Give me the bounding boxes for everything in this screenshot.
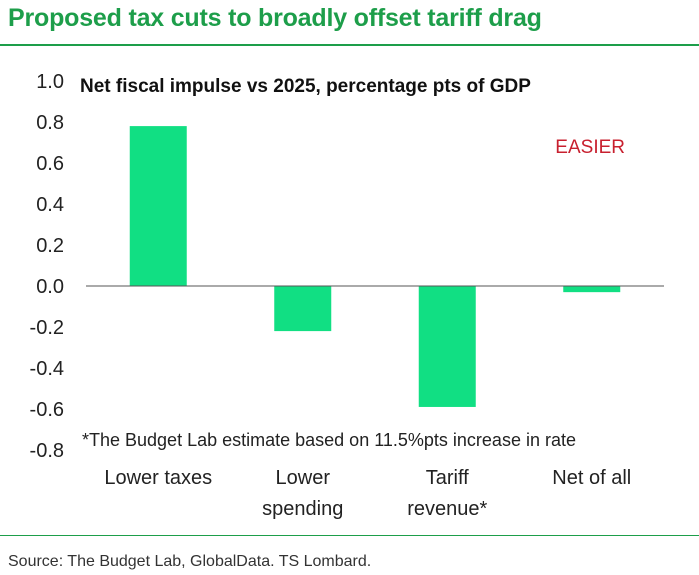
- bar-series: [129, 126, 621, 407]
- chart-title: Net fiscal impulse vs 2025, percentage p…: [80, 76, 531, 97]
- footer-divider: [0, 535, 699, 536]
- easier-annotation: EASIER: [555, 137, 625, 158]
- x-tick-label: revenue*: [407, 498, 487, 520]
- x-axis-labels: Lower taxes Lower spending Tariff revenue* Ne…: [104, 467, 631, 520]
- source-note: Source: The Budget Lab, GlobalData. TS L…: [8, 553, 372, 570]
- y-tick-label: 0.6: [36, 153, 64, 175]
- bar: [563, 286, 621, 293]
- x-tick-label: Lower: [276, 467, 331, 489]
- bar: [418, 286, 476, 407]
- bar: [274, 286, 332, 332]
- bar: [129, 126, 187, 286]
- y-tick-label: 1.0: [36, 71, 64, 93]
- x-tick-label: spending: [262, 498, 343, 520]
- y-tick-label: 0.0: [36, 276, 64, 298]
- footnote-annotation: *The Budget Lab estimate based on 11.5%p…: [82, 430, 576, 450]
- y-tick-label: -0.8: [30, 440, 64, 462]
- bar-chart: 1.0 0.8 0.6 0.4 0.2 0.0 -0.2 -0.4 -0.6 -0.8 Net f…: [30, 71, 664, 520]
- y-tick-label: 0.2: [36, 235, 64, 257]
- x-tick-label: Lower taxes: [104, 467, 212, 489]
- chart-headline: Proposed tax cuts to broadly offset tari…: [8, 4, 542, 32]
- y-axis-ticks: 1.0 0.8 0.6 0.4 0.2 0.0 -0.2 -0.4 -0.6 -0.8: [30, 71, 64, 462]
- y-tick-label: -0.2: [30, 317, 64, 339]
- y-tick-label: 0.8: [36, 112, 64, 134]
- y-tick-label: 0.4: [36, 194, 64, 216]
- y-tick-label: -0.4: [30, 358, 64, 380]
- y-tick-label: -0.6: [30, 399, 64, 421]
- x-tick-label: Tariff: [426, 467, 469, 489]
- title-divider: [0, 44, 699, 46]
- x-tick-label: Net of all: [552, 467, 631, 489]
